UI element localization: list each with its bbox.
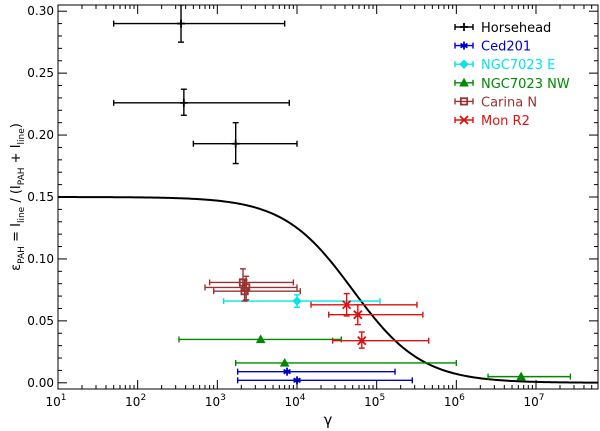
marker-triangle (459, 77, 469, 87)
series-ced201 (236, 367, 413, 385)
data-point (331, 331, 430, 349)
marker-diamond (459, 59, 469, 69)
data-point (487, 371, 572, 381)
data-point (192, 121, 298, 165)
x-tick-label: 102 (125, 393, 146, 409)
marker-asterisk-arm (283, 368, 291, 375)
x-tick-label: 105 (364, 393, 385, 409)
legend-entry: Ced201 (454, 40, 531, 55)
axis-ticks: 101 102 103 104 105 106 107 0.00 0.05 0.10 0.15 0.2… (27, 4, 599, 409)
data-point (112, 88, 290, 116)
legend-label: Carina N (481, 95, 537, 110)
marker-asterisk-arm (460, 42, 468, 49)
series-horsehead (112, 5, 298, 165)
legend-label: NGC7023 NW (481, 77, 570, 92)
legend-entry: Horsehead (454, 21, 551, 36)
legend-entry: NGC7023 E (454, 58, 555, 73)
legend: Horsehead Ced201 NGC7023 E NGC7023 NW Carina… (454, 21, 570, 129)
data-point (212, 279, 302, 302)
x-tick-label: 103 (205, 393, 226, 409)
y-tick-label: 0.10 (27, 252, 54, 266)
legend-entry: NGC7023 NW (454, 77, 570, 92)
y-tick-label: 0.15 (27, 190, 54, 204)
y-tick-label: 0.20 (27, 128, 54, 142)
y-axis-title: εPAH = Iline / (IPAH + Iline) (9, 123, 27, 271)
series-carina-n (204, 268, 302, 302)
series-mon-r2 (310, 292, 430, 349)
plot-content (58, 5, 598, 385)
marker-cross-b (357, 336, 367, 346)
data-point (112, 5, 286, 43)
data-point (236, 367, 396, 376)
y-tick-label: 0.05 (27, 314, 54, 328)
legend-label: Ced201 (481, 40, 531, 55)
series-ngc7023-e (222, 294, 381, 308)
x-tick-label: 106 (444, 393, 465, 409)
legend-label: Horsehead (481, 21, 551, 36)
x-axis-title: γ (324, 411, 333, 429)
data-point (328, 304, 424, 326)
data-point (178, 334, 343, 344)
marker-cross-b (459, 115, 469, 125)
marker-cross-b (342, 300, 352, 310)
marker-triangle (279, 357, 290, 367)
y-tick-label: 0.30 (27, 4, 54, 18)
x-tick-label: 107 (523, 393, 544, 409)
legend-entry: Mon R2 (454, 114, 530, 129)
y-tick-label: 0.25 (27, 66, 54, 80)
marker-diamond (292, 296, 302, 306)
marker-square (459, 97, 469, 106)
marker-triangle (255, 334, 266, 344)
legend-label: NGC7023 E (481, 58, 555, 73)
marker-triangle (516, 371, 526, 381)
legend-entry: Carina N (454, 95, 537, 110)
x-tick-label: 101 (45, 393, 66, 409)
x-tick-label: 104 (284, 393, 305, 409)
data-point (222, 294, 381, 308)
data-point (310, 292, 418, 317)
legend-label: Mon R2 (481, 114, 530, 129)
marker-square (240, 287, 249, 296)
series-ngc7023-nw (178, 334, 572, 381)
marker-cross-b (353, 310, 363, 320)
model-curve (58, 196, 598, 384)
y-tick-label: 0.00 (27, 376, 54, 390)
data-point (234, 357, 458, 367)
